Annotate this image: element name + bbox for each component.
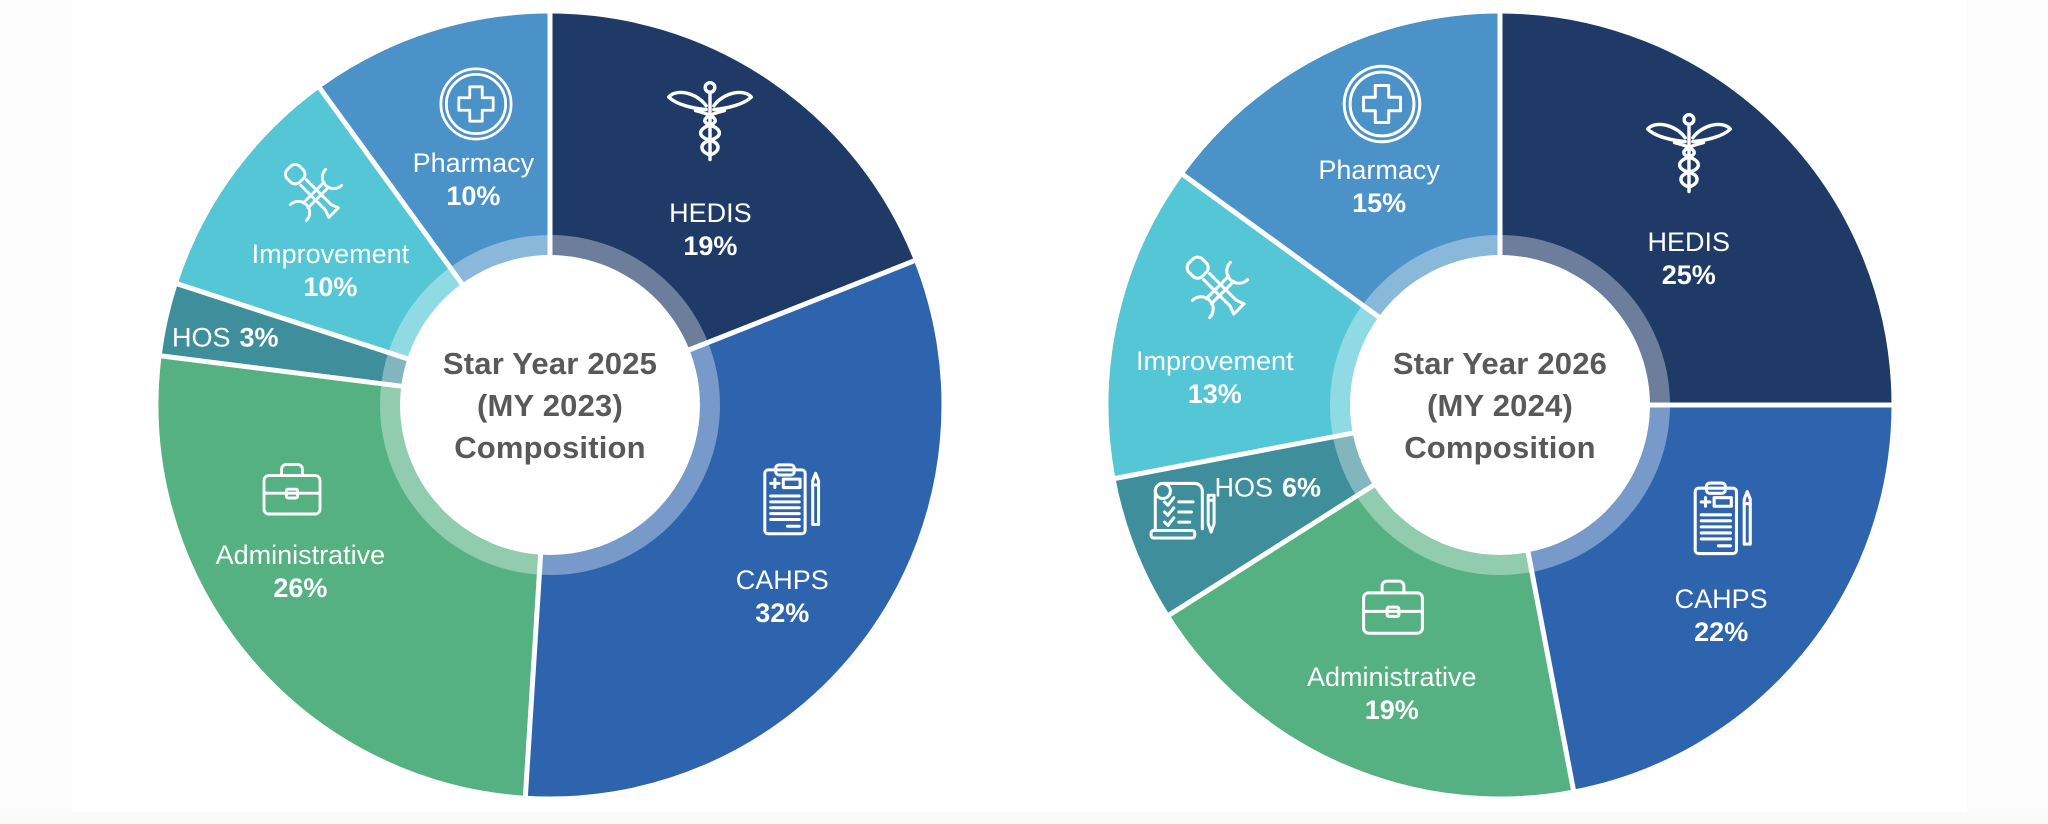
center-title-line-2: (MY 2024) <box>1427 388 1573 423</box>
scroll-checklist-icon <box>1141 470 1225 554</box>
segment-divider <box>316 85 466 288</box>
segment-name: HOS <box>1214 472 1273 503</box>
segment-divider <box>1180 171 1383 321</box>
page-margin-right <box>1967 0 2048 824</box>
chart-center-title-2025: Star Year 2025 (MY 2023) Composition <box>385 343 715 469</box>
segment-label-pharmacy: Pharmacy 10% <box>413 147 535 213</box>
center-title-line-1: Star Year 2026 <box>1392 346 1608 381</box>
segment-percentage: 26% <box>273 572 328 603</box>
segment-name: Improvement <box>251 238 410 269</box>
segment-name: Improvement <box>1136 346 1294 377</box>
segment-percentage: 22% <box>1694 616 1749 647</box>
segment-percentage: 10% <box>303 271 358 302</box>
caduceus-icon <box>1641 107 1737 203</box>
segment-name: CAHPS <box>735 564 829 595</box>
segment-label-administrative: Administrative 19% <box>1307 661 1477 727</box>
segment-label-pharmacy: Pharmacy 15% <box>1318 154 1440 220</box>
segment-label-hos: HOS 6% <box>1214 471 1321 504</box>
donut-ring-2025 <box>158 12 942 798</box>
center-title-line-1: Star Year 2025 <box>442 346 658 381</box>
segment-name: CAHPS <box>1674 583 1768 614</box>
segment-percentage: 3% <box>239 322 279 353</box>
segment-percentage: 32% <box>755 597 810 628</box>
segment-labels-2025: HEDIS 19% CAHPS 32% Administrative 26% HOS 3%… <box>155 10 945 800</box>
segment-name: Administrative <box>215 539 386 570</box>
caduceus-icon <box>662 75 758 171</box>
donut-hole <box>1350 255 1650 555</box>
segment-divider <box>685 258 917 354</box>
segment-label-hedis: HEDIS 19% <box>669 197 752 263</box>
segment-percentage: 19% <box>683 230 738 261</box>
segment-divider <box>175 281 411 362</box>
clipboard-survey-icon <box>1678 477 1764 563</box>
segment-divider <box>1166 481 1378 618</box>
segment-percentage: 13% <box>1187 379 1242 410</box>
tools-icon <box>276 155 356 235</box>
segment-percentage: 25% <box>1661 259 1716 290</box>
page-margin-bottom <box>0 812 2048 824</box>
segment-name: HOS <box>172 322 231 353</box>
segment-percentage: 19% <box>1364 695 1419 726</box>
center-title-line-3: Composition <box>454 430 646 465</box>
segment-percentage: 15% <box>1352 187 1407 218</box>
page-margin-left <box>0 0 72 824</box>
segment-percentage: 10% <box>446 180 501 211</box>
segment-label-hedis: HEDIS 25% <box>1648 226 1731 292</box>
segment-label-hos: HOS 3% <box>172 321 279 354</box>
segment-name: HEDIS <box>669 197 752 228</box>
segment-divider <box>522 551 544 798</box>
segment-divider <box>1525 548 1577 792</box>
segment-percentage: 6% <box>1281 472 1322 503</box>
donut-ring-2026 <box>1108 12 1893 797</box>
segment-label-cahps: CAHPS 22% <box>1675 583 1768 649</box>
donut-hole <box>400 255 700 555</box>
segment-label-improvement: Improvement 10% <box>252 238 410 304</box>
donut-chart-star-year-2025: HEDIS 19% CAHPS 32% Administrative 26% HOS 3%… <box>155 10 945 800</box>
segment-label-cahps: CAHPS 32% <box>736 564 829 630</box>
center-title-line-3: Composition <box>1404 430 1596 465</box>
briefcase-icon <box>252 450 332 530</box>
segment-label-administrative: Administrative 26% <box>216 539 386 605</box>
segment-name: HEDIS <box>1647 226 1731 257</box>
center-title-line-2: (MY 2023) <box>477 388 623 423</box>
segment-name: Administrative <box>1306 662 1477 693</box>
chart-center-title-2026: Star Year 2026 (MY 2024) Composition <box>1335 343 1665 469</box>
segment-divider <box>1113 430 1357 482</box>
segment-divider <box>159 353 405 390</box>
segment-name: Pharmacy <box>412 147 535 178</box>
tools-icon <box>1177 247 1263 333</box>
segment-labels-2026: HEDIS 25% CAHPS 22% Administrative 19% HOS 6… <box>1105 10 1895 800</box>
segment-name: Pharmacy <box>1318 154 1440 185</box>
segment-label-improvement: Improvement 13% <box>1136 345 1294 411</box>
briefcase-icon <box>1351 566 1435 650</box>
medical-cross-icon <box>437 65 515 143</box>
clipboard-survey-icon <box>748 459 832 543</box>
donut-chart-star-year-2026: HEDIS 25% CAHPS 22% Administrative 19% HOS 6… <box>1105 10 1895 800</box>
medical-cross-icon <box>1340 62 1424 146</box>
